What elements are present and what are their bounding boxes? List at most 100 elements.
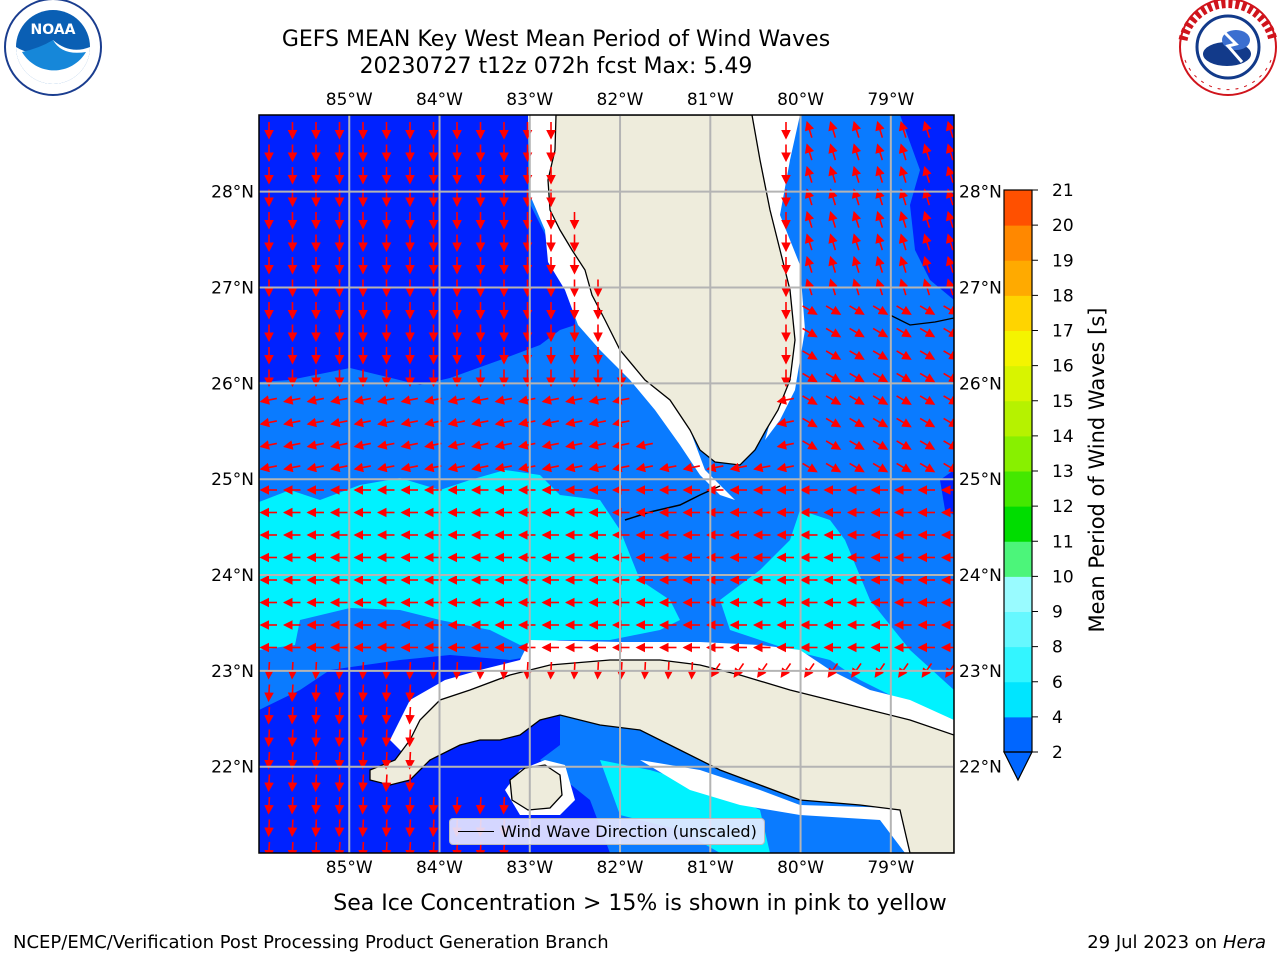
wind-arrow — [518, 440, 536, 450]
wind-arrow — [405, 819, 415, 838]
wind-arrow — [802, 417, 818, 428]
wind-arrow — [428, 819, 439, 838]
wind-arrow — [945, 255, 954, 273]
wind-arrow — [849, 440, 865, 450]
wind-arrow — [872, 440, 889, 450]
colorbar-tick-label: 11 — [1052, 532, 1074, 552]
wind-arrow — [612, 440, 630, 450]
wind-direction-arrows — [259, 120, 954, 853]
colorbar-segment — [1004, 190, 1032, 226]
florida-peninsula-land — [547, 115, 796, 466]
colorbar-tick-label: 4 — [1052, 708, 1063, 728]
wind-arrow — [851, 143, 862, 161]
wind-arrow — [825, 372, 842, 383]
wind-arrow — [802, 440, 818, 450]
colorbar-tick-label: 19 — [1052, 251, 1074, 271]
colorbar-tick-label: 14 — [1052, 427, 1074, 447]
wind-arrow — [896, 350, 912, 360]
wind-arrow — [849, 372, 865, 383]
wind-arrow — [922, 165, 932, 183]
colorbar-segment — [1004, 260, 1032, 296]
wind-arrow — [896, 395, 912, 405]
wind-arrow — [922, 210, 932, 228]
lon-label: 84°W — [416, 90, 463, 110]
wind-arrow — [588, 440, 606, 450]
wind-arrow — [400, 462, 418, 473]
footer-host: Hera — [1222, 932, 1266, 953]
wind-arrow — [283, 462, 301, 473]
map-frame — [258, 114, 955, 854]
wind-arrow — [872, 462, 889, 473]
lon-label: 85°W — [326, 90, 373, 110]
lat-label: 27°N — [959, 279, 1002, 299]
wind-arrow — [334, 706, 345, 725]
colorbar-tick-label: 6 — [1052, 673, 1063, 693]
wind-arrow — [358, 706, 368, 725]
wind-arrow — [828, 120, 838, 138]
colorbar-segment — [1004, 295, 1032, 331]
wind-arrow — [518, 417, 536, 428]
colorbar-label: Mean Period of Wind Waves [s] — [1085, 307, 1109, 633]
legend-line-icon — [458, 831, 494, 832]
wind-arrow — [851, 120, 862, 138]
wind-arrow — [922, 120, 932, 138]
wind-arrow — [353, 440, 371, 450]
colorbar-tick-label: 21 — [1052, 181, 1074, 201]
wind-arrow — [287, 684, 298, 703]
wind-arrow — [259, 440, 277, 450]
wind-arrow — [851, 255, 862, 273]
wind-arrow — [330, 417, 348, 428]
wind-arrow — [405, 774, 415, 793]
wind-arrow — [405, 684, 415, 703]
wind-arrow — [259, 395, 277, 405]
wind-arrow — [381, 796, 392, 815]
wind-arrow — [922, 255, 932, 273]
colorbar-segment — [1004, 576, 1032, 612]
wind-arrow — [896, 440, 912, 450]
wind-arrow — [358, 751, 368, 770]
wind-arrow — [919, 350, 936, 360]
cuba-land — [369, 659, 954, 853]
wind-arrow — [358, 684, 368, 703]
wind-arrow — [264, 774, 274, 793]
wind-arrow — [898, 233, 909, 251]
wind-arrow — [541, 462, 559, 473]
wind-arrow — [943, 372, 954, 383]
footer-date-text: 29 Jul 2023 on — [1087, 932, 1223, 953]
nws-logo — [1178, 0, 1278, 96]
wind-arrow — [943, 305, 954, 315]
wind-arrow — [682, 462, 700, 473]
wind-arrow — [825, 305, 842, 315]
wind-arrow — [828, 165, 838, 183]
wind-arrow — [447, 462, 465, 473]
lon-label: 81°W — [687, 858, 734, 878]
bahamas-outline — [889, 314, 954, 326]
wind-arrow — [849, 462, 865, 473]
wind-arrow — [875, 120, 885, 138]
wind-arrow — [311, 841, 321, 853]
wind-arrow — [872, 327, 889, 338]
wind-arrow — [264, 684, 274, 703]
footer-date: 29 Jul 2023 on Hera — [1087, 932, 1266, 953]
colorbar-segment — [1004, 330, 1032, 367]
colorbar-segment — [1004, 400, 1032, 437]
wind-arrow — [919, 327, 936, 338]
wind-arrow — [851, 165, 862, 183]
map-legend: Wind Wave Direction (unscaled) — [449, 818, 765, 845]
colorbar-segment — [1004, 611, 1032, 648]
wind-arrow — [264, 751, 274, 770]
wind-arrow — [494, 462, 512, 473]
wind-arrow — [802, 305, 818, 315]
colorbar-tick-label: 8 — [1052, 638, 1063, 658]
wind-arrow — [898, 165, 909, 183]
wind-arrow — [898, 120, 909, 138]
wind-arrow — [283, 417, 301, 428]
lat-label: 22°N — [211, 758, 254, 778]
wind-arrow — [541, 440, 559, 450]
lat-label: 26°N — [959, 374, 1002, 394]
wind-arrow — [283, 395, 301, 405]
wind-arrow — [804, 143, 815, 161]
colorbar-extend-triangle — [1003, 751, 1033, 782]
wind-arrow — [776, 462, 794, 473]
footer-credit: NCEP/EMC/Verification Post Processing Pr… — [13, 932, 609, 953]
